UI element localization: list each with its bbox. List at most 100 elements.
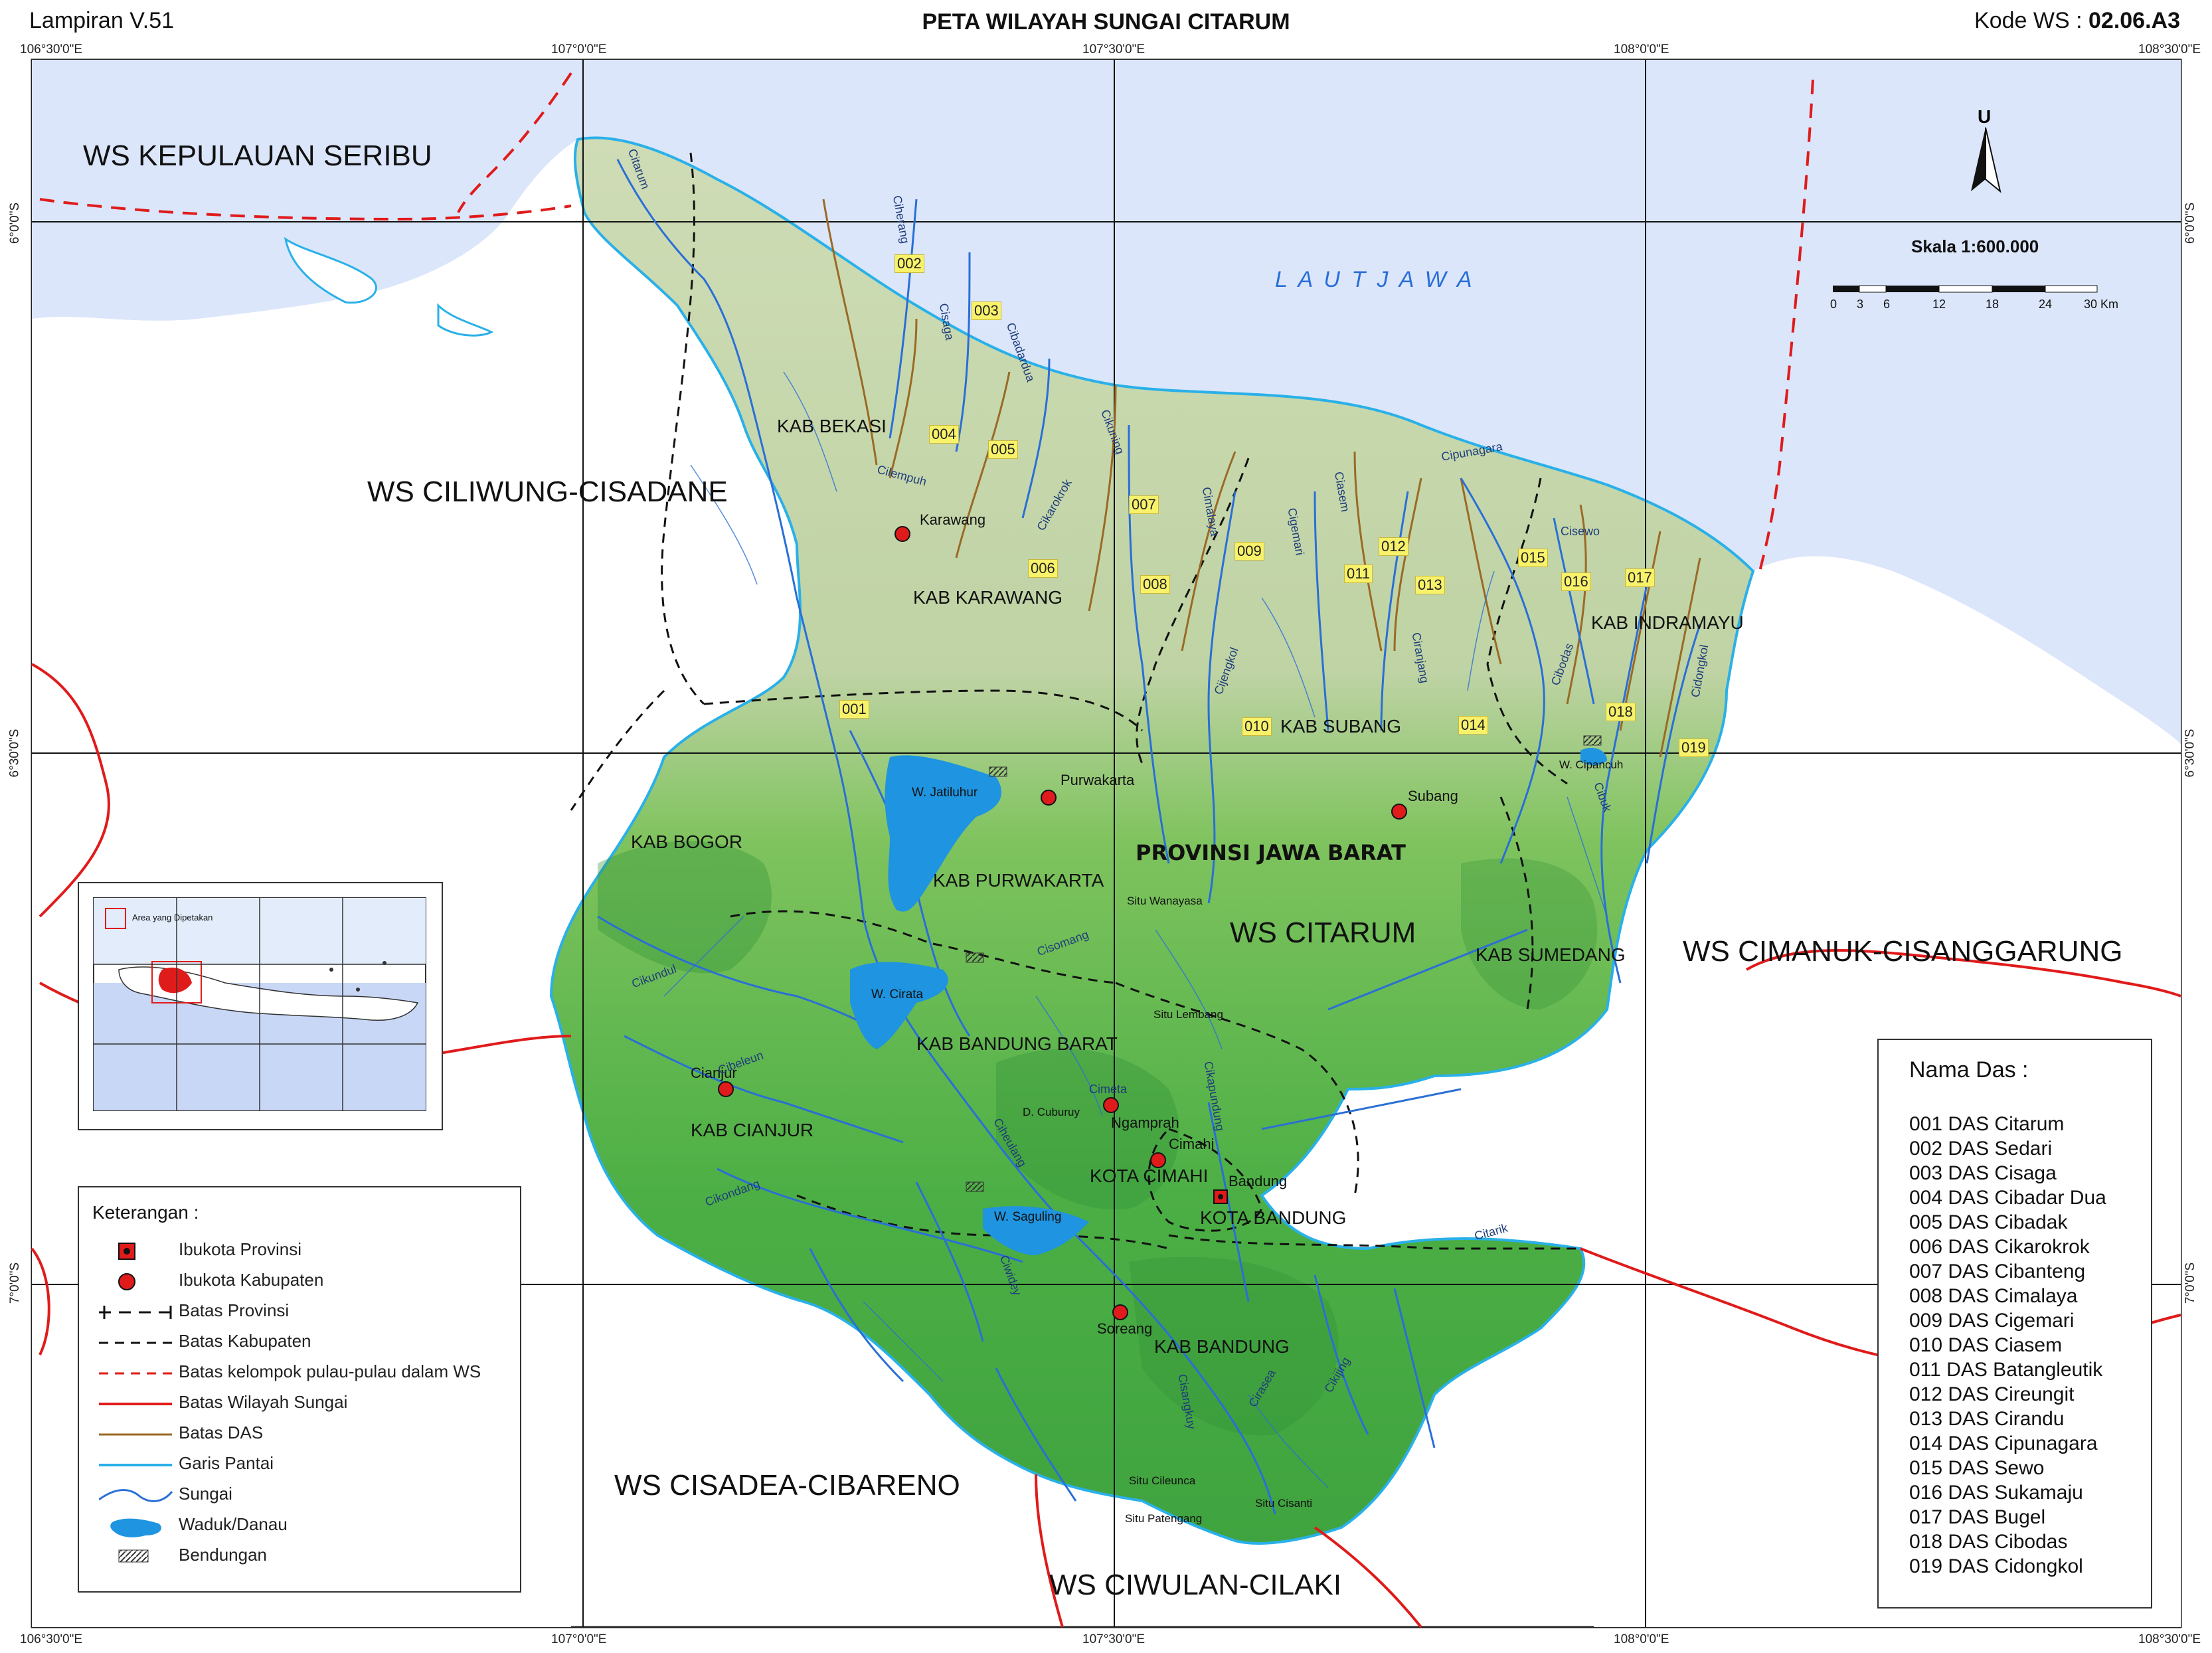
city-marker — [1150, 1152, 1166, 1168]
das-list-item: 001 DAS Citarum — [1909, 1113, 2065, 1135]
ws-label-seribu: WS KEPULAUAN SERIBU — [83, 139, 432, 172]
river-region-boundary-icon — [99, 1403, 172, 1405]
das-list-item: 015 DAS Sewo — [1909, 1457, 2045, 1479]
das-list-item: 005 DAS Cibadak — [1909, 1211, 2068, 1233]
das-tag: 012 — [1379, 537, 1408, 556]
city-label-w-jatiluhur: W. Jatiluhur — [912, 786, 978, 800]
coord-bottom-1: 106°30'0"E — [20, 1632, 83, 1646]
kab-label-kota-bandung: KOTA BANDUNG — [1200, 1207, 1347, 1228]
legend-row: Batas kelompok pulau-pulau dalam WS — [79, 1360, 544, 1387]
das-tag: 002 — [894, 254, 924, 273]
das-tag: 009 — [1234, 542, 1264, 561]
das-list-item: 008 DAS Cimalaya — [1909, 1285, 2078, 1307]
legend: Keterangan : Ibukota Provinsi Ibukota Ka… — [78, 1186, 521, 1593]
dam-legend-icon — [118, 1549, 149, 1563]
city-label-w-cirata: W. Cirata — [871, 988, 924, 1001]
legend-label: Garis Pantai — [179, 1453, 274, 1473]
city-label-situ-lembang: Situ Lembang — [1153, 1008, 1223, 1021]
das-tag: 006 — [1028, 559, 1058, 578]
provincial-capital-icon — [118, 1243, 135, 1260]
scale-tick: 18 — [1986, 298, 1999, 311]
scale-tick: 30 Km — [2084, 298, 2119, 311]
legend-row: Batas DAS — [79, 1421, 544, 1448]
legend-row: Bendungan — [79, 1543, 544, 1570]
das-list-item: 011 DAS Batangleutik — [1909, 1359, 2103, 1381]
legend-row: Batas Kabupaten — [79, 1330, 544, 1356]
das-tag: 011 — [1344, 565, 1373, 583]
legend-label: Ibukota Kabupaten — [179, 1270, 324, 1290]
das-tag: 019 — [1679, 739, 1709, 757]
das-list-item: 018 DAS Cibodas — [1909, 1531, 2068, 1553]
city-label-subang: Subang — [1408, 788, 1458, 804]
city-label-situ-cisanti: Situ Cisanti — [1255, 1497, 1312, 1510]
river-label-cisewo: Cisewo — [1561, 525, 1600, 538]
scale-tick: 3 — [1857, 298, 1864, 311]
legend-label: Batas kelompok pulau-pulau dalam WS — [179, 1361, 481, 1381]
city-label-cimahi: Cimahi — [1169, 1136, 1215, 1152]
city-label-situ-wanayasa: Situ Wanayasa — [1127, 895, 1203, 907]
kab-label-kota-cimahi: KOTA CIMAHI — [1090, 1166, 1209, 1186]
river-icon — [99, 1489, 173, 1502]
appendix-label: Lampiran V.51 — [29, 8, 175, 33]
kab-label-bandung-barat: KAB BANDUNG BARAT — [916, 1033, 1118, 1054]
legend-label: Batas Kabupaten — [179, 1331, 311, 1351]
reservoir-cirata — [850, 962, 948, 1049]
das-boundaries — [822, 199, 1701, 758]
river-label-cimeta: Cimeta — [1089, 1083, 1128, 1096]
ws-label-cimanuk: WS CIMANUK-CISANGGARUNG — [1683, 935, 2123, 968]
legend-label: Batas DAS — [179, 1423, 264, 1442]
legend-row: Ibukota Kabupaten — [79, 1268, 544, 1295]
city-marker — [1103, 1097, 1119, 1113]
dam-icon — [966, 1181, 984, 1192]
city-label-situ-patengang: Situ Patengang — [1125, 1512, 1203, 1525]
city-label-w-cipancuh: W. Cipancuh — [1559, 758, 1624, 771]
scale-tick: 6 — [1883, 298, 1891, 311]
north-arrow: U — [1966, 106, 2005, 199]
island-group-boundary-icon — [99, 1372, 172, 1375]
das-list-item: 013 DAS Cirandu — [1909, 1408, 2065, 1430]
reservoir-saguling — [983, 1206, 1089, 1255]
legend-row: Batas Provinsi — [79, 1299, 544, 1326]
das-tag: 003 — [972, 302, 1001, 320]
coord-top-2: 107°0'0"E — [551, 43, 607, 56]
kab-label-bandung: KAB BANDUNG — [1154, 1336, 1290, 1357]
inset-map: Area yang Dipetakan — [78, 882, 443, 1130]
reservoir-icon — [110, 1518, 161, 1537]
coord-top-3: 107°30'0"E — [1082, 43, 1146, 56]
island — [437, 303, 494, 337]
island-group-lines — [39, 72, 1814, 572]
dam-icon — [1583, 735, 1602, 746]
reservoir-jatiluhur — [885, 755, 1002, 912]
city-marker — [894, 526, 910, 542]
tributaries — [663, 371, 1608, 1488]
city-marker — [1391, 804, 1407, 820]
city-marker — [718, 1081, 734, 1097]
legend-label: Waduk/Danau — [179, 1514, 288, 1534]
north-label: U — [1978, 106, 1992, 127]
das-list-item: 006 DAS Cikarokrok — [1909, 1236, 2090, 1258]
das-tag: 013 — [1415, 576, 1445, 594]
province-label: PROVINSI JAWA BARAT — [1136, 840, 1406, 865]
das-tag: 010 — [1242, 717, 1272, 736]
coord-bottom-2: 107°0'0"E — [551, 1632, 607, 1646]
das-tag: 017 — [1625, 568, 1655, 587]
city-label-purwakarta: Purwakarta — [1061, 772, 1135, 788]
scale-tick: 12 — [1932, 298, 1946, 311]
das-tag: 014 — [1458, 716, 1488, 735]
ws-code: Kode WS : 02.06.A3 — [1974, 8, 2180, 34]
legend-row: Waduk/Danau — [79, 1513, 544, 1539]
kab-label-karawang: KAB KARAWANG — [913, 587, 1063, 608]
das-list-item: 003 DAS Cisaga — [1909, 1162, 2057, 1184]
scale-tick: 0 — [1830, 298, 1837, 311]
coord-bottom-4: 108°0'0"E — [1614, 1632, 1669, 1646]
island — [284, 236, 377, 304]
ws-label-ciliwung: WS CILIWUNG-CISADANE — [367, 476, 728, 508]
das-tag: 004 — [929, 425, 959, 444]
city-label-soreang: Soreang — [1097, 1320, 1153, 1337]
legend-row: Batas Wilayah Sungai — [79, 1391, 544, 1417]
das-list-title: Nama Das : — [1909, 1057, 2029, 1083]
das-tag: 005 — [988, 440, 1018, 459]
north-arrow-icon — [1971, 128, 2001, 193]
das-list-item: 012 DAS Cireungit — [1909, 1383, 2075, 1405]
kab-label-subang: KAB SUBANG — [1280, 716, 1402, 737]
